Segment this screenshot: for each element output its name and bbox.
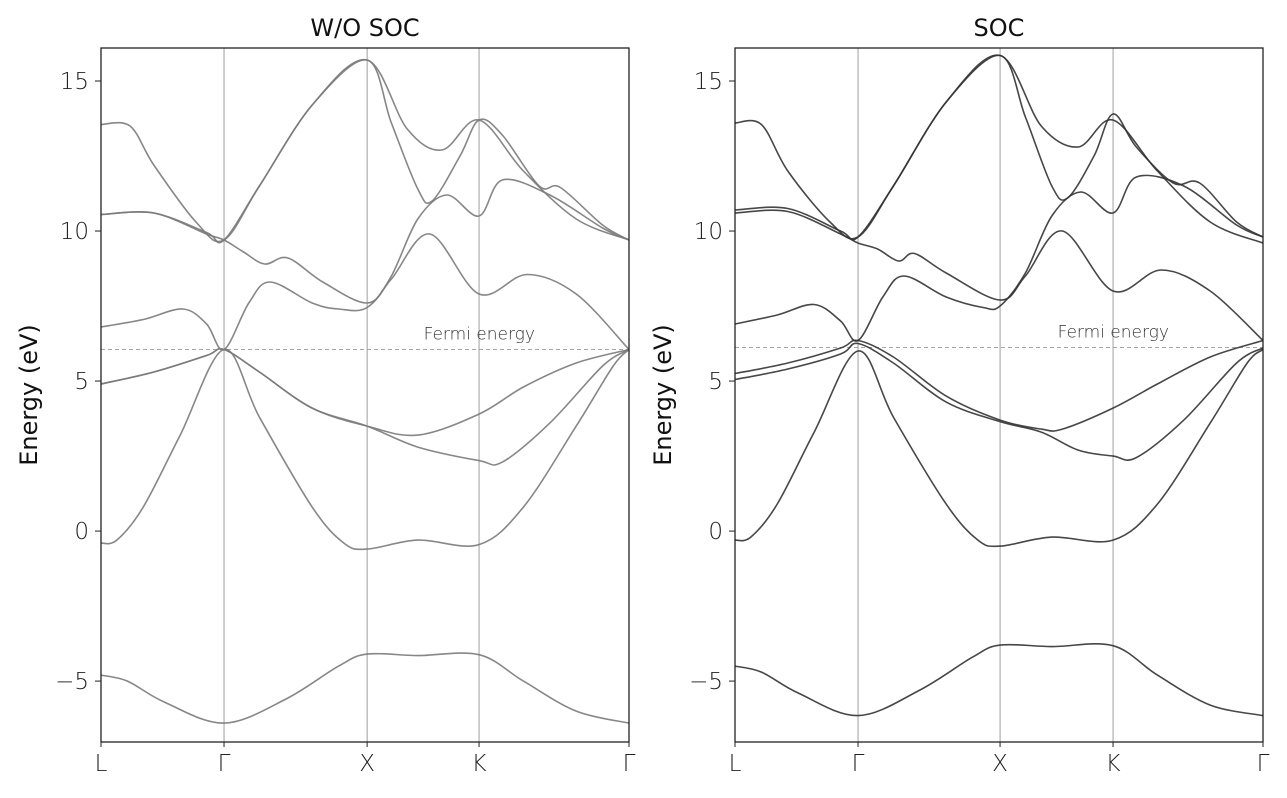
chart-title: W/O SOC — [310, 14, 419, 42]
x-tick-label: L — [729, 751, 742, 777]
x-tick-label: L — [95, 751, 108, 777]
fermi-energy-label: Fermi energy — [1058, 322, 1169, 342]
plot-frame — [100, 47, 630, 743]
panel-without-soc: Fermi energy −5 0 5 10 15 L Γ X K Γ W/O SOC Energy (… — [15, 14, 636, 777]
y-tick-label: −5 — [55, 669, 89, 695]
band-line-2 — [734, 348, 1264, 548]
band-line-2 — [100, 348, 630, 551]
band-line-4 — [734, 339, 1264, 432]
band-line-5 — [734, 174, 1264, 342]
y-tick-label: 5 — [708, 369, 723, 395]
x-tick-label: X — [359, 751, 375, 777]
band-line-6 — [100, 211, 630, 351]
y-tick-label: 15 — [60, 69, 89, 95]
x-tick-label: Γ — [852, 751, 865, 777]
band-line-4 — [100, 347, 630, 437]
fermi-energy-label: Fermi energy — [424, 325, 535, 345]
panel-soc: Fermi energy −5 0 5 10 15 L Γ X K Γ SOC Energy (eV) — [649, 14, 1270, 777]
band-line-8 — [100, 58, 630, 244]
band-line-8 — [734, 54, 1264, 244]
band-line-6 — [734, 209, 1264, 342]
y-tick-label: 5 — [74, 369, 89, 395]
x-tick-label: Γ — [1257, 751, 1270, 777]
band-line-3 — [734, 342, 1264, 461]
y-axis-label: Energy (eV) — [649, 324, 677, 466]
x-tick-label: Γ — [623, 751, 636, 777]
y-tick-label: 15 — [694, 69, 723, 95]
y-tick-label: 0 — [708, 519, 723, 545]
band-line-7 — [734, 54, 1264, 240]
band-line-3 — [100, 347, 630, 466]
y-tick-label: 0 — [74, 519, 89, 545]
y-tick-label: 10 — [694, 219, 723, 245]
y-tick-label: −5 — [689, 669, 723, 695]
band-line-5 — [100, 178, 630, 351]
x-tick-label: K — [1106, 751, 1121, 777]
x-tick-label: K — [472, 751, 487, 777]
band-line-1 — [100, 652, 630, 724]
x-tick-label: Γ — [218, 751, 231, 777]
band-line-1 — [734, 643, 1264, 717]
y-tick-label: 10 — [60, 219, 89, 245]
y-axis-label: Energy (eV) — [15, 324, 43, 466]
plot-frame — [734, 47, 1264, 743]
band-line-7 — [100, 59, 630, 243]
chart-title: SOC — [974, 14, 1025, 42]
x-tick-label: X — [992, 751, 1008, 777]
